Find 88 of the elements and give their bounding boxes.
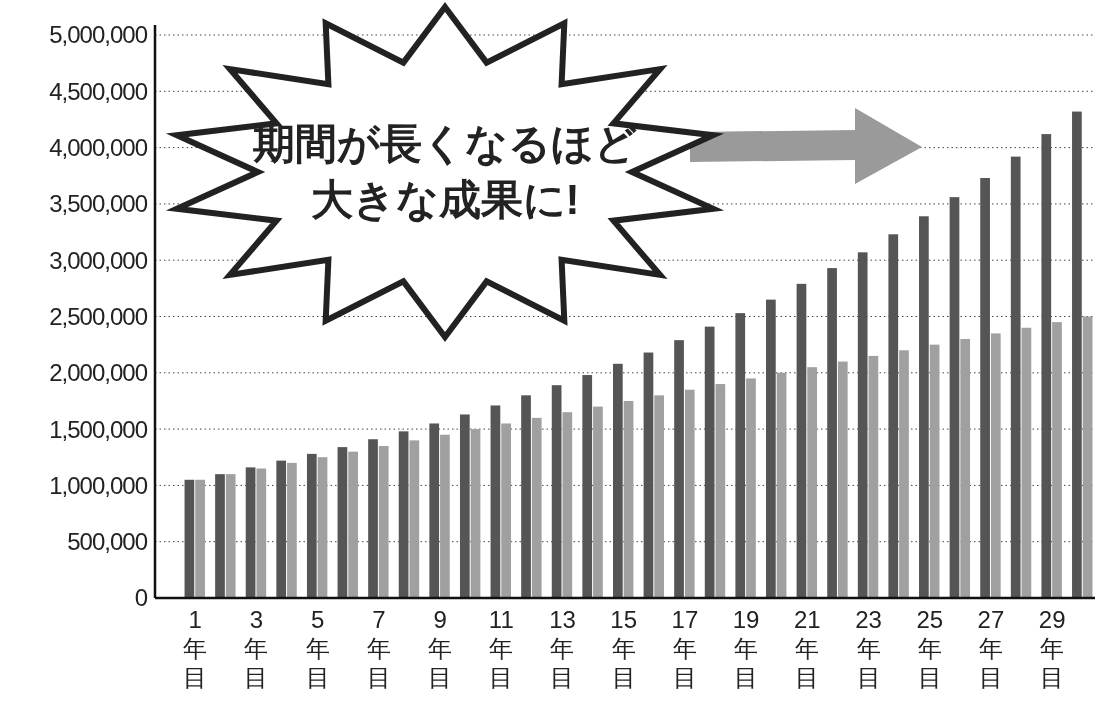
bar — [888, 234, 899, 598]
bar — [215, 474, 225, 598]
x-tick-label: 29年目 — [1038, 606, 1066, 691]
bar — [276, 460, 287, 598]
y-tick-label: 4,000,000 — [49, 134, 148, 161]
x-tick-label: 25年目 — [916, 606, 944, 691]
bar — [429, 423, 440, 598]
bar — [960, 339, 971, 598]
bar — [582, 375, 593, 598]
bar — [807, 367, 818, 598]
y-tick-label: 1,500,000 — [49, 415, 148, 443]
bar — [990, 333, 1001, 598]
bar — [674, 340, 684, 598]
bar — [287, 462, 297, 598]
bar — [306, 453, 317, 598]
bar — [796, 283, 807, 598]
x-tick-label: 11年目 — [488, 606, 514, 691]
bar — [501, 423, 511, 598]
annotation: 期間が長くなるほど — [252, 120, 637, 167]
bar — [1010, 156, 1021, 598]
bar — [593, 406, 603, 598]
x-tick-label: 13年目 — [549, 606, 576, 691]
bar — [521, 395, 531, 598]
x-tick-label: 23年目 — [855, 606, 882, 691]
x-tick-label: 27年目 — [977, 606, 1005, 691]
x-tick-label: 19年目 — [732, 606, 760, 691]
bar — [857, 252, 868, 598]
bar — [1041, 134, 1052, 598]
x-tick-label: 15年目 — [610, 606, 638, 691]
bar — [715, 384, 726, 598]
bar — [1052, 322, 1062, 598]
x-tick-label: 7年目 — [366, 606, 391, 691]
bar — [440, 434, 450, 598]
bar — [184, 479, 195, 598]
bar — [735, 313, 746, 598]
x-tick-label: 1年目 — [183, 606, 208, 691]
bar — [980, 178, 990, 598]
bar — [899, 350, 909, 598]
bar — [531, 417, 542, 598]
bar — [195, 479, 205, 598]
x-tick-label: 3年目 — [244, 606, 269, 691]
bar — [868, 355, 879, 598]
bar — [827, 268, 837, 598]
y-tick-label: 5,000,000 — [49, 21, 148, 49]
x-tick-label: 5年目 — [305, 606, 330, 691]
bar — [929, 344, 940, 598]
bar — [746, 378, 756, 598]
bar — [1021, 327, 1032, 598]
bar — [1082, 316, 1093, 598]
bar — [684, 389, 695, 598]
bar — [837, 361, 848, 598]
bar — [337, 447, 348, 598]
x-tick-label: 9年目 — [428, 606, 453, 691]
bar — [643, 352, 654, 598]
bar — [245, 467, 256, 598]
bar — [368, 439, 378, 598]
bar — [256, 468, 267, 598]
bar — [776, 372, 787, 598]
bar — [919, 216, 929, 598]
bar — [470, 429, 481, 598]
y-tick-label: 4,500,000 — [49, 77, 148, 105]
annotation: 大きな成果に! — [310, 176, 580, 223]
y-tick-label: 1,000,000 — [49, 471, 148, 499]
bar — [704, 326, 715, 598]
y-tick-label: 2,500,000 — [49, 302, 148, 330]
bar — [490, 405, 501, 598]
bar — [949, 197, 960, 598]
bar — [409, 440, 420, 598]
bar — [551, 385, 562, 598]
bar — [398, 431, 409, 598]
bar — [1072, 111, 1082, 598]
y-tick-label: 3,500,000 — [49, 190, 148, 218]
x-tick-label: 17年目 — [671, 606, 699, 691]
y-tick-label: 500,000 — [67, 528, 148, 556]
bar — [562, 412, 573, 598]
y-tick-label: 3,000,000 — [49, 246, 148, 274]
bar — [317, 457, 328, 598]
y-tick-label: 0 — [134, 584, 148, 612]
bar — [654, 395, 665, 598]
bar — [459, 414, 470, 598]
x-tick-label: 21年目 — [793, 606, 821, 691]
bar — [348, 451, 358, 598]
bar — [225, 474, 236, 598]
bar — [612, 363, 623, 598]
bar — [378, 445, 389, 598]
bar — [766, 299, 776, 598]
bar — [623, 400, 634, 598]
y-tick-label: 2,000,000 — [49, 359, 148, 387]
